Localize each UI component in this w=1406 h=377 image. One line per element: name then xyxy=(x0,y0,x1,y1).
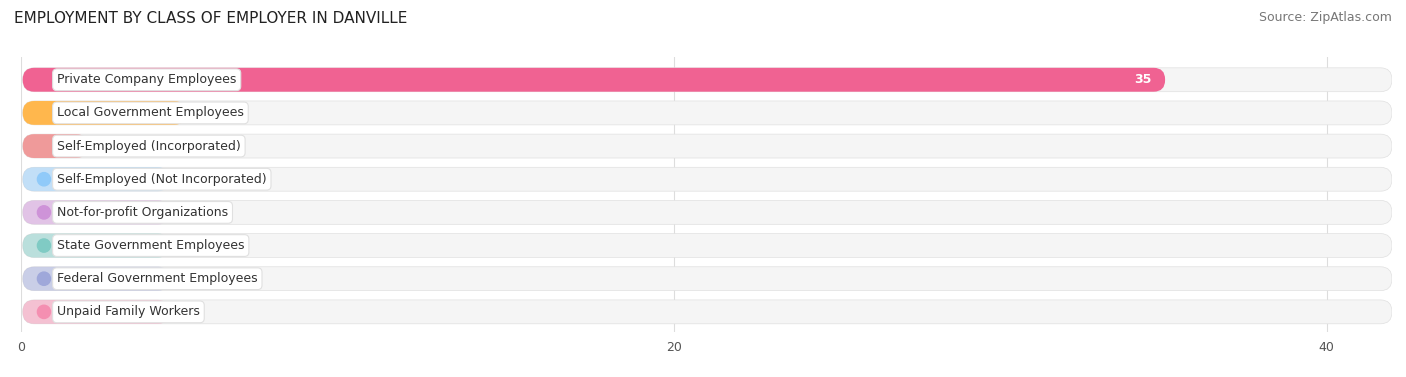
Text: Not-for-profit Organizations: Not-for-profit Organizations xyxy=(58,206,228,219)
Text: Self-Employed (Incorporated): Self-Employed (Incorporated) xyxy=(58,139,240,153)
FancyBboxPatch shape xyxy=(22,234,1392,257)
Text: 0: 0 xyxy=(186,272,194,285)
FancyBboxPatch shape xyxy=(22,201,1392,224)
Circle shape xyxy=(38,139,51,153)
Text: State Government Employees: State Government Employees xyxy=(58,239,245,252)
Circle shape xyxy=(38,239,51,252)
FancyBboxPatch shape xyxy=(22,167,170,191)
Text: 2: 2 xyxy=(66,139,75,153)
Text: Private Company Employees: Private Company Employees xyxy=(58,73,236,86)
FancyBboxPatch shape xyxy=(22,267,1392,291)
FancyBboxPatch shape xyxy=(22,300,1392,324)
FancyBboxPatch shape xyxy=(22,68,1392,92)
Text: EMPLOYMENT BY CLASS OF EMPLOYER IN DANVILLE: EMPLOYMENT BY CLASS OF EMPLOYER IN DANVI… xyxy=(14,11,408,26)
Text: Self-Employed (Not Incorporated): Self-Employed (Not Incorporated) xyxy=(58,173,267,186)
Text: Source: ZipAtlas.com: Source: ZipAtlas.com xyxy=(1258,11,1392,24)
Text: Federal Government Employees: Federal Government Employees xyxy=(58,272,257,285)
FancyBboxPatch shape xyxy=(22,234,170,257)
Text: 0: 0 xyxy=(186,239,194,252)
Text: 0: 0 xyxy=(186,173,194,186)
Circle shape xyxy=(38,206,51,219)
Text: Local Government Employees: Local Government Employees xyxy=(58,106,243,120)
FancyBboxPatch shape xyxy=(22,134,89,158)
FancyBboxPatch shape xyxy=(22,201,170,224)
Circle shape xyxy=(38,173,51,186)
Text: 35: 35 xyxy=(1135,73,1152,86)
FancyBboxPatch shape xyxy=(22,68,1166,92)
Circle shape xyxy=(38,305,51,319)
Text: Unpaid Family Workers: Unpaid Family Workers xyxy=(58,305,200,318)
FancyBboxPatch shape xyxy=(22,101,186,125)
FancyBboxPatch shape xyxy=(22,267,170,291)
Circle shape xyxy=(38,272,51,285)
FancyBboxPatch shape xyxy=(22,167,1392,191)
Circle shape xyxy=(38,73,51,86)
Text: 0: 0 xyxy=(186,206,194,219)
FancyBboxPatch shape xyxy=(22,101,1392,125)
Circle shape xyxy=(38,106,51,120)
Text: 0: 0 xyxy=(186,305,194,318)
Text: 5: 5 xyxy=(165,106,173,120)
FancyBboxPatch shape xyxy=(22,134,1392,158)
FancyBboxPatch shape xyxy=(22,300,170,324)
